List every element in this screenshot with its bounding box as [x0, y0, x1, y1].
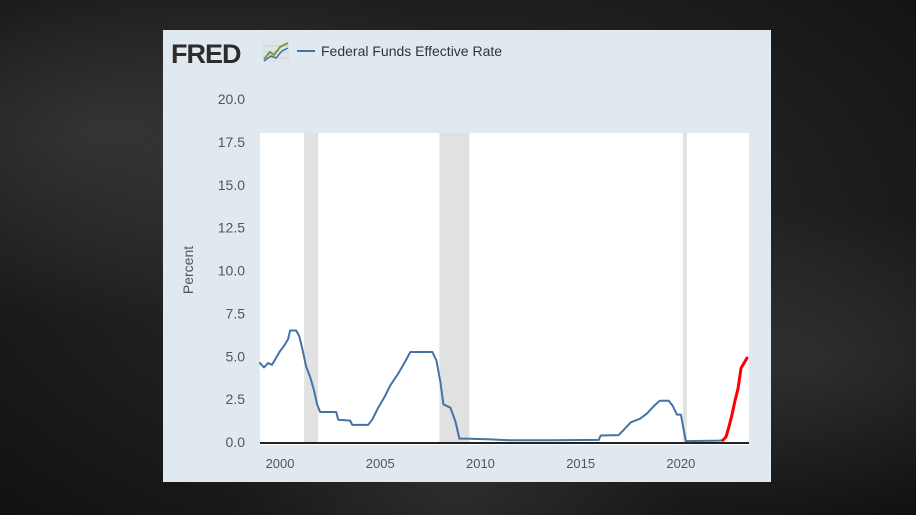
legend: Federal Funds Effective Rate	[297, 43, 502, 59]
y-tick-label-5: 12.5	[218, 220, 245, 236]
y-tick-label-8: 20.0	[218, 91, 245, 107]
y-tick-label-4: 10.0	[218, 263, 245, 279]
x-tick-label-3: 2015	[566, 456, 595, 471]
legend-label: Federal Funds Effective Rate	[321, 43, 503, 59]
line-chart: 0.0 2.5 5.0 7.5 10.0 12.5 15.0 17.5 20.0 2000 2005…	[180, 91, 749, 471]
x-tick-label-2: 2010	[466, 456, 495, 471]
series-line-highlight	[721, 356, 749, 442]
x-tick-label-0: 2000	[266, 456, 295, 471]
legend-swatch	[297, 50, 315, 52]
fred-logo-chart-icon	[263, 40, 289, 62]
y-tick-label-3: 7.5	[226, 305, 246, 321]
x-tick-label-1: 2005	[366, 456, 395, 471]
y-tick-label-6: 15.0	[218, 177, 245, 193]
y-tick-label-1: 2.5	[226, 391, 246, 407]
chart-card: FRED Federal Funds Effective Rate 0.0 2.5…	[163, 30, 771, 482]
y-tick-label-7: 17.5	[218, 134, 245, 150]
y-axis-label: Percent	[180, 246, 196, 294]
x-tick-label-4: 2020	[666, 456, 695, 471]
fred-logo: FRED	[171, 39, 241, 69]
recession-band-2	[682, 133, 687, 442]
recession-band-1	[439, 133, 470, 442]
series-line-federal-funds-rate	[259, 329, 724, 443]
plot-area	[260, 133, 749, 445]
y-tick-label-0: 0.0	[226, 434, 246, 450]
recession-band-0	[304, 133, 319, 442]
y-tick-label-2: 5.0	[226, 348, 246, 364]
